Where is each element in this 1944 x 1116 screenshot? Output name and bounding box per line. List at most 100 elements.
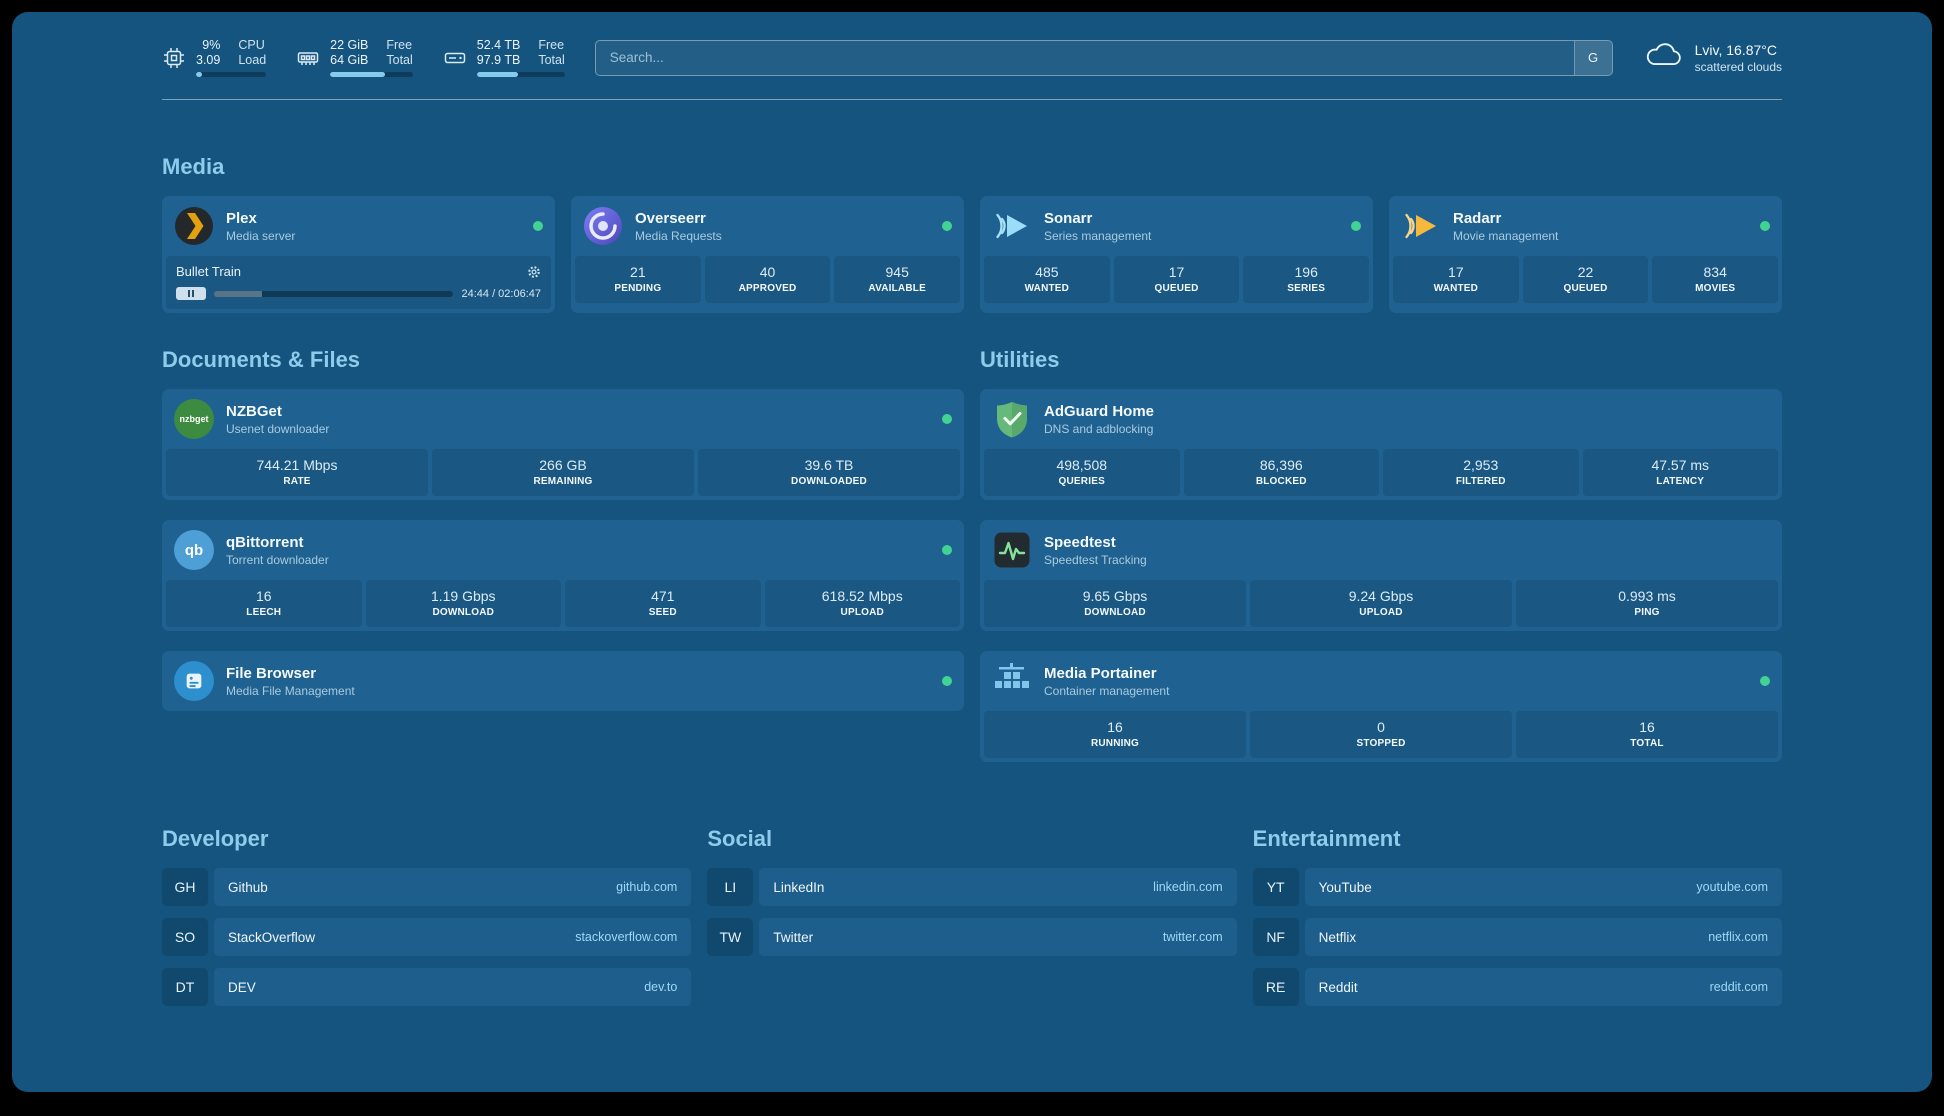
stat-pending: 21 PENDING [575, 256, 701, 303]
adguard-title: AdGuard Home [1044, 402, 1155, 420]
bookmark-abbr: TW [707, 918, 754, 956]
cpu-load-value: 3.09 [196, 53, 221, 67]
stat-ping: 0.993 ms PING [1516, 580, 1778, 627]
portainer-link[interactable]: Media Portainer Container management [980, 651, 1782, 711]
memory-free-value: 22 GiB [330, 38, 369, 52]
plex-card: Plex Media server Bullet Train [162, 196, 555, 313]
now-playing-title: Bullet Train [176, 264, 242, 279]
pause-icon[interactable] [176, 287, 206, 300]
bookmark-name: Netflix [1318, 929, 1357, 945]
stat-running: 16 RUNNING [984, 711, 1246, 758]
bookmark-name: Twitter [773, 929, 814, 945]
stat-blocked: 86,396 BLOCKED [1183, 449, 1379, 496]
cloud-icon [1643, 41, 1683, 74]
memory-free-label: Free [386, 38, 413, 52]
topbar-divider [162, 99, 1782, 100]
sonarr-status-dot [1351, 221, 1361, 231]
disk-icon [443, 46, 467, 70]
bookmark-youtube[interactable]: YT YouTube youtube.com [1252, 868, 1782, 906]
search-provider-button[interactable]: G [1573, 40, 1612, 75]
adguard-stats: 498,508 QUERIES 86,396 BLOCKED 2,953 FIL… [980, 449, 1782, 500]
adguard-link[interactable]: AdGuard Home DNS and adblocking [980, 389, 1782, 449]
stat-movies: 834 MOVIES [1652, 256, 1779, 303]
qbittorrent-status-dot [942, 545, 952, 555]
qbittorrent-link[interactable]: qb qBittorrent Torrent downloader [162, 520, 964, 580]
radarr-icon [1401, 206, 1441, 246]
bookmark-dev[interactable]: DT DEV dev.to [162, 968, 692, 1006]
social-heading: Social [707, 826, 773, 851]
disk-progressbar [476, 72, 565, 77]
stat-total: 16 TOTAL [1516, 711, 1778, 758]
topbar: 9% 3.09 CPU Load [162, 12, 1782, 77]
speedtest-subtitle: Speedtest Tracking [1044, 552, 1147, 567]
bookmark-url: dev.to [644, 980, 678, 994]
adguard-icon [992, 399, 1032, 439]
nzbget-link[interactable]: nzbget NZBGet Usenet downloader [162, 389, 964, 449]
sonarr-link[interactable]: Sonarr Series management [980, 196, 1373, 256]
bookmark-abbr: GH [162, 868, 208, 906]
overseerr-status-dot [942, 221, 952, 231]
overseerr-icon [583, 206, 623, 246]
portainer-stats: 16 RUNNING 0 STOPPED 16 TOTAL [980, 711, 1782, 762]
portainer-icon [992, 661, 1032, 701]
speedtest-stats: 9.65 Gbps DOWNLOAD 9.24 Gbps UPLOAD 0.99… [980, 580, 1782, 631]
dashboard: 9% 3.09 CPU Load [12, 12, 1932, 1092]
nzbget-status-dot [942, 414, 952, 424]
stat-queued: 17 QUEUED [1113, 256, 1240, 303]
bookmarks-section: Developer GH Github github.com SO StackO… [162, 826, 1782, 1018]
overseerr-card: Overseerr Media Requests 21 PENDING 40 A… [571, 196, 964, 313]
bookmarks-social: Social LI LinkedIn linkedin.com TW Twitt… [707, 826, 1237, 968]
speedtest-link[interactable]: Speedtest Speedtest Tracking [980, 520, 1782, 580]
speedtest-card: Speedtest Speedtest Tracking 9.65 Gbps D… [980, 520, 1782, 631]
gear-icon[interactable] [527, 265, 541, 279]
adguard-subtitle: DNS and adblocking [1044, 421, 1154, 436]
plex-link[interactable]: Plex Media server [162, 196, 555, 256]
nzbget-subtitle: Usenet downloader [226, 421, 330, 436]
bookmarks-entertainment: Entertainment YT YouTube youtube.com NF … [1252, 826, 1782, 1018]
bookmark-stackoverflow[interactable]: SO StackOverflow stackoverflow.com [162, 918, 692, 956]
bookmark-linkedin[interactable]: LI LinkedIn linkedin.com [707, 868, 1237, 906]
nzbget-title: NZBGet [226, 402, 282, 420]
cpu-usage-value: 9% [202, 38, 221, 52]
search-input[interactable] [595, 40, 1574, 75]
qbittorrent-subtitle: Torrent downloader [226, 552, 329, 567]
nzbget-stats: 744.21 Mbps RATE 266 GB REMAINING 39.6 T… [162, 449, 964, 500]
filebrowser-link[interactable]: File Browser Media File Management [162, 651, 964, 711]
playback-time: 24:44 / 02:06:47 [461, 287, 541, 300]
memory-total-value: 64 GiB [330, 53, 369, 67]
bookmark-abbr: RE [1252, 968, 1299, 1006]
stat-wanted: 17 WANTED [1393, 256, 1519, 303]
disk-free-label: Free [538, 38, 565, 52]
plex-icon [174, 206, 214, 246]
stat-leech: 16 LEECH [166, 580, 362, 627]
plex-now-playing: Bullet Train [166, 256, 551, 309]
portainer-status-dot [1760, 676, 1770, 686]
media-heading: Media [162, 154, 225, 179]
qbittorrent-card: qb qBittorrent Torrent downloader 16 LEE… [162, 520, 964, 631]
bookmark-reddit[interactable]: RE Reddit reddit.com [1252, 968, 1782, 1006]
bookmark-abbr: NF [1252, 918, 1299, 956]
plex-title: Plex [226, 209, 257, 227]
stat-stopped: 0 STOPPED [1250, 711, 1512, 758]
radarr-title: Radarr [1453, 209, 1502, 227]
bookmark-name: Github [228, 879, 268, 895]
stat-queries: 498,508 QUERIES [984, 449, 1180, 496]
nzbget-icon: nzbget [174, 399, 214, 439]
overseerr-subtitle: Media Requests [635, 228, 722, 243]
radarr-subtitle: Movie management [1453, 228, 1559, 243]
radarr-link[interactable]: Radarr Movie management [1389, 196, 1782, 256]
bookmark-twitter[interactable]: TW Twitter twitter.com [707, 918, 1237, 956]
playback-progressbar [214, 290, 454, 297]
bookmark-name: DEV [228, 979, 256, 995]
weather-widget: Lviv, 16.87°C scattered clouds [1643, 41, 1782, 74]
bookmark-github[interactable]: GH Github github.com [162, 868, 692, 906]
cpu-usage-label: CPU [238, 38, 265, 52]
utilities-section: Utilities [980, 347, 1782, 762]
cpu-icon [162, 46, 186, 70]
disk-total-label: Total [538, 53, 565, 67]
filebrowser-card: File Browser Media File Management [162, 651, 964, 711]
overseerr-link[interactable]: Overseerr Media Requests [571, 196, 964, 256]
bookmark-url: linkedin.com [1153, 880, 1223, 894]
bookmark-netflix[interactable]: NF Netflix netflix.com [1252, 918, 1782, 956]
radarr-card: Radarr Movie management 17 WANTED 22 QUE… [1389, 196, 1782, 313]
